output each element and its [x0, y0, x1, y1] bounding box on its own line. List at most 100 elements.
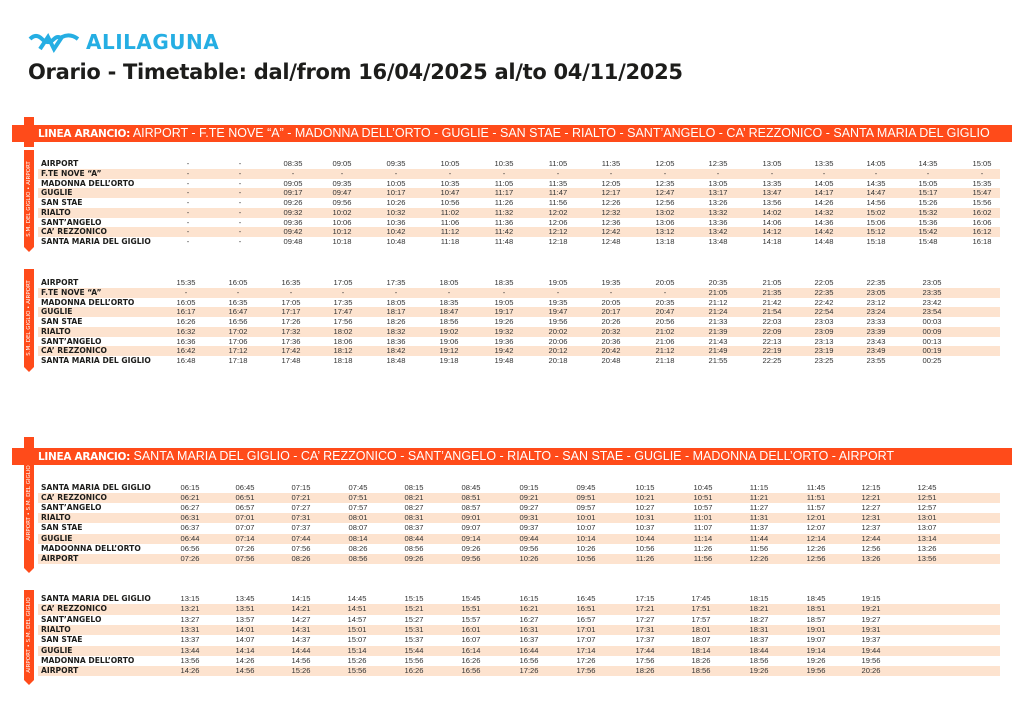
departure-time: 19:35 — [601, 278, 621, 287]
departure-time: 13:56 — [762, 198, 782, 207]
departure-time: 18:01 — [691, 624, 711, 634]
departure-time: 15:18 — [866, 237, 886, 246]
stop-name: SANT’ANGELO — [41, 503, 102, 513]
departure-time: 00:09 — [922, 326, 942, 336]
departure-time: 09:27 — [519, 503, 539, 513]
departure-time: 14:31 — [291, 624, 311, 634]
departure-time: 00:19 — [922, 346, 942, 356]
departure-time: - — [770, 168, 774, 178]
departure-time: 15:02 — [866, 207, 886, 217]
departure-time: - — [394, 287, 398, 297]
departure-time: 16:37 — [519, 635, 539, 645]
departure-time: 18:26 — [635, 666, 655, 676]
departure-time: 14:56 — [235, 666, 255, 676]
departure-time: 15:05 — [918, 178, 938, 188]
departure-time: 11:57 — [806, 503, 826, 513]
departure-time: 23:05 — [922, 278, 942, 287]
timetable-row: AIRPORT 07:26 07:56 08:26 08:56 09:26 09:56 10:… — [38, 553, 1000, 564]
departure-time: 18:05 — [386, 297, 406, 307]
departure-time: 18:37 — [749, 635, 769, 645]
departure-time: 09:37 — [519, 523, 539, 533]
departure-time: 17:05 — [333, 278, 353, 287]
departure-time: 09:35 — [332, 178, 352, 188]
stop-name: SAN STAE — [41, 635, 83, 645]
departure-time: 23:12 — [866, 297, 886, 307]
timetable-row: GUGLIE - - 09:17 09:47 10:17 10:47 11:17 11:47 12… — [38, 188, 1000, 198]
departure-time: 19:37 — [861, 635, 881, 645]
departure-time: 13:45 — [235, 594, 255, 603]
departure-time: - — [186, 227, 190, 237]
departure-time: 14:35 — [866, 178, 886, 188]
departure-time: 17:01 — [576, 624, 596, 634]
departure-time: 15:27 — [404, 614, 424, 624]
departure-time: 12:32 — [601, 207, 621, 217]
timetable-row: SAN STAE 16:26 16:56 17:26 17:56 18:26 18:56 19… — [38, 317, 1000, 327]
departure-time: 19:12 — [439, 346, 459, 356]
departure-time: 10:27 — [635, 503, 655, 513]
departure-time: 08:35 — [283, 159, 303, 168]
departure-time: 17:32 — [281, 326, 301, 336]
stop-name: SANT’ANGELO — [41, 614, 102, 624]
departure-time: 12:56 — [655, 198, 675, 207]
departure-time: 12:26 — [749, 553, 769, 563]
departure-time: 14:21 — [291, 604, 311, 614]
departure-time: 18:36 — [386, 336, 406, 346]
departure-time: - — [980, 168, 984, 178]
departure-time: 20:42 — [601, 346, 621, 356]
departure-time: 21:35 — [762, 287, 782, 297]
departure-time: 15:26 — [291, 666, 311, 676]
departure-time: 15:14 — [347, 645, 367, 655]
departure-time: 08:21 — [404, 493, 424, 503]
departure-time: 16:27 — [519, 614, 539, 624]
departure-time: 17:31 — [635, 624, 655, 634]
departure-time: 08:14 — [348, 533, 368, 543]
departure-time: 10:26 — [386, 198, 406, 207]
stop-name: CA’ REZZONICO — [41, 346, 107, 356]
departure-time: 12:14 — [806, 533, 826, 543]
departure-time: 21:18 — [655, 356, 675, 365]
departure-time: 23:39 — [866, 326, 886, 336]
departure-time: 11:42 — [494, 227, 514, 237]
departure-time: 12:21 — [861, 493, 881, 503]
departure-time: 07:01 — [235, 513, 255, 523]
departure-time: 17:26 — [281, 317, 301, 326]
departure-time: - — [340, 168, 344, 178]
departure-time: 06:27 — [180, 503, 200, 513]
departure-time: 17:42 — [281, 346, 301, 356]
departure-time: 08:56 — [404, 543, 424, 553]
departure-time: 10:44 — [635, 533, 655, 543]
departure-time: 15:01 — [347, 624, 367, 634]
departure-time: 20:05 — [601, 297, 621, 307]
departure-time: 16:26 — [461, 655, 481, 665]
departure-time: 19:18 — [439, 356, 459, 365]
departure-time: 10:26 — [519, 553, 539, 563]
departure-time: - — [663, 287, 667, 297]
direction-label: S.M. DEL GIGLIO • AIRPORT — [26, 280, 32, 356]
departure-time: 13:14 — [917, 533, 937, 543]
departure-time: 11:06 — [440, 217, 460, 227]
departure-time: 09:36 — [283, 217, 303, 227]
departure-time: 10:35 — [440, 178, 460, 188]
departure-time: 17:21 — [635, 604, 655, 614]
stop-name: SAN STAE — [41, 317, 83, 326]
departure-time: 18:48 — [386, 356, 406, 365]
departure-time: 12:35 — [655, 178, 675, 188]
departure-time: 13:44 — [180, 645, 200, 655]
departure-time: 09:26 — [461, 543, 481, 553]
departure-time: - — [186, 207, 190, 217]
departure-time: 21:06 — [655, 336, 675, 346]
departure-time: - — [238, 188, 242, 198]
departure-time: 13:05 — [708, 178, 728, 188]
departure-time: 15:15 — [404, 594, 424, 603]
departure-time: 15:45 — [461, 594, 481, 603]
departure-time: 17:56 — [576, 666, 596, 676]
departure-time: 14:01 — [235, 624, 255, 634]
departure-time: 17:27 — [635, 614, 655, 624]
departure-time: - — [926, 168, 930, 178]
departure-time: 15:32 — [918, 207, 938, 217]
departure-time: 15:37 — [404, 635, 424, 645]
departure-time: 17:37 — [635, 635, 655, 645]
departure-time: - — [186, 168, 190, 178]
departure-time: 14:12 — [762, 227, 782, 237]
stop-name: GUGLIE — [41, 188, 73, 198]
